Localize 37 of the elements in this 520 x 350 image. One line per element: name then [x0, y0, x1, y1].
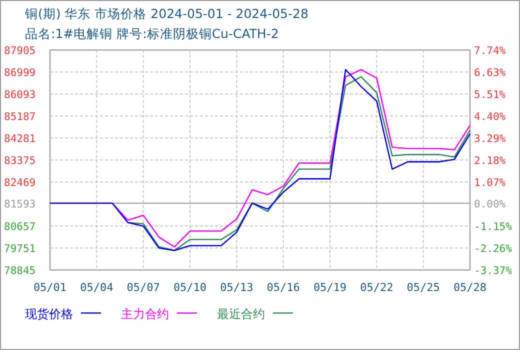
- y-tick-label: 80657: [4, 221, 36, 233]
- x-tick-label: 05/25: [406, 281, 440, 294]
- legend-label: 主力合约: [121, 307, 169, 321]
- y2-tick-label: 0.00%: [474, 198, 506, 210]
- y-tick-label: 86999: [4, 67, 36, 79]
- y2-tick-label: -1.15%: [474, 221, 513, 234]
- x-tick-label: 05/10: [173, 281, 207, 294]
- y-tick-label: 84281: [4, 133, 36, 145]
- y2-tick-label: 6.63%: [474, 66, 506, 79]
- y2-tick-label: 3.29%: [474, 133, 506, 146]
- y2-tick-label: 7.74%: [474, 45, 506, 57]
- y-tick-label: 87905: [4, 45, 36, 57]
- x-tick-label: 05/22: [360, 281, 394, 294]
- y-tick-label: 86093: [4, 89, 36, 101]
- y-tick-label: 83375: [4, 155, 36, 167]
- legend-label: 现货价格: [25, 307, 73, 321]
- x-tick-label: 05/19: [313, 281, 347, 294]
- y-tick-label: 78845: [4, 265, 36, 277]
- y-tick-label: 79751: [4, 243, 36, 255]
- y-tick-label: 85187: [4, 111, 36, 123]
- y2-tick-label: -3.37%: [474, 265, 513, 277]
- y-tick-label: 81593: [4, 198, 36, 210]
- x-tick-label: 05/07: [126, 281, 160, 294]
- chart-title: 铜(期) 华东 市场价格 2024-05-01 - 2024-05-28: [24, 6, 308, 21]
- x-tick-label: 05/04: [80, 281, 114, 294]
- y2-tick-label: -2.26%: [474, 243, 513, 256]
- y2-tick-label: 1.07%: [474, 177, 506, 190]
- x-tick-label: 05/01: [33, 281, 67, 294]
- x-tick-label: 05/13: [220, 281, 254, 294]
- y2-tick-label: 4.40%: [474, 111, 506, 124]
- x-tick-label: 05/28: [453, 281, 487, 294]
- y-tick-label: 82469: [4, 177, 36, 189]
- y2-tick-label: 2.18%: [474, 155, 506, 168]
- legend-label: 最近合约: [217, 307, 265, 321]
- x-tick-label: 05/16: [266, 281, 300, 294]
- chart-subtitle: 品名:1#电解铜 牌号:标准阴极铜Cu-CATH-2: [25, 26, 279, 41]
- y2-tick-label: 5.51%: [474, 89, 506, 102]
